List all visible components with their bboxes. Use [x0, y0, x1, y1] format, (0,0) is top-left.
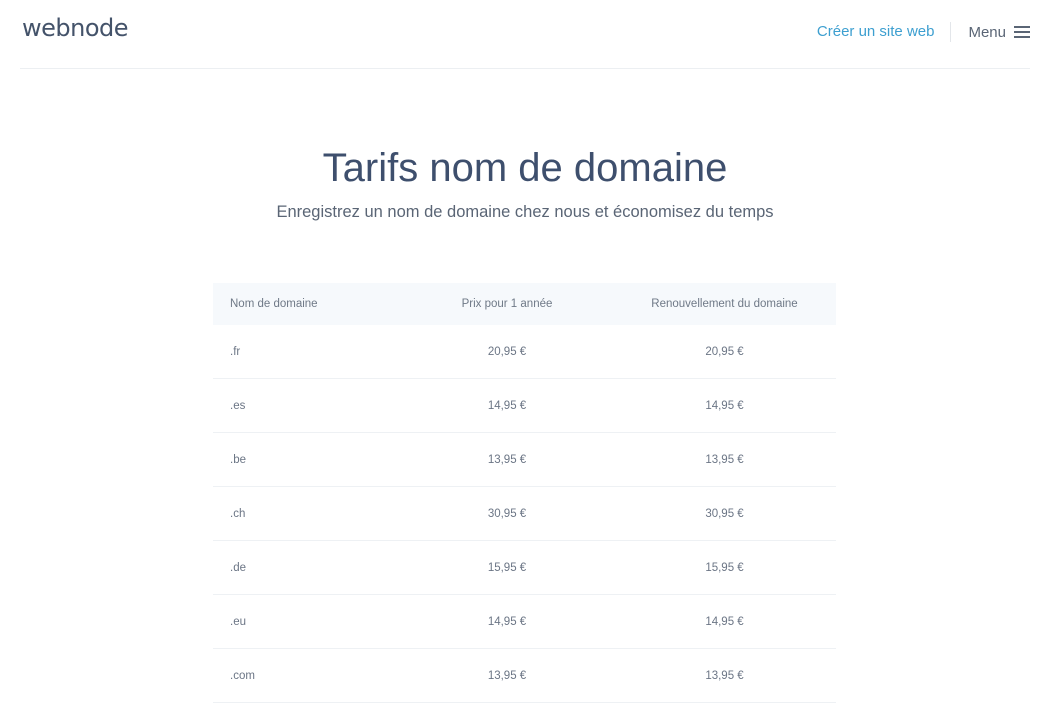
- renewal-cell: 14,95 €: [613, 594, 836, 649]
- menu-label: Menu: [968, 23, 1006, 41]
- domain-cell: .be: [213, 432, 401, 487]
- header-nav: Créer un site web Menu: [817, 22, 1030, 42]
- table-row: .es 14,95 €14,95 €: [213, 378, 836, 433]
- renewal-cell: 15,95 €: [613, 540, 836, 595]
- column-header-price: Prix pour 1 année: [401, 283, 613, 325]
- price-cell: 14,95 €: [401, 378, 613, 433]
- table-row: .com 13,95 €13,95 €: [213, 648, 836, 703]
- domain-pricing-table: Nom de domaine Prix pour 1 année Renouve…: [213, 283, 836, 703]
- hamburger-icon: [1014, 26, 1030, 38]
- table-row: .be 13,95 €13,95 €: [213, 432, 836, 487]
- price-cell: 20,95 €: [401, 325, 613, 379]
- price-cell: 30,95 €: [401, 486, 613, 541]
- price-cell: 15,95 €: [401, 540, 613, 595]
- renewal-cell: 13,95 €: [613, 648, 836, 703]
- renewal-cell: 14,95 €: [613, 378, 836, 433]
- price-cell: 13,95 €: [401, 432, 613, 487]
- table-row: .fr 20,95 €20,95 €: [213, 325, 836, 379]
- domain-cell: .ch: [213, 486, 401, 541]
- column-header-renewal: Renouvellement du domaine: [613, 283, 836, 325]
- renewal-cell: 20,95 €: [613, 325, 836, 379]
- table-row: .de 15,95 €15,95 €: [213, 540, 836, 595]
- site-header: webnode Créer un site web Menu: [20, 0, 1030, 69]
- domain-cell: .es: [213, 378, 401, 433]
- webnode-logo[interactable]: webnode: [22, 14, 129, 42]
- price-cell: 13,95 €: [401, 648, 613, 703]
- renewal-cell: 13,95 €: [613, 432, 836, 487]
- domain-cell: .fr: [213, 325, 401, 379]
- renewal-cell: 30,95 €: [613, 486, 836, 541]
- table-row: .ch 30,95 €30,95 €: [213, 486, 836, 541]
- domain-cell: .com: [213, 648, 401, 703]
- table-row: .eu 14,95 €14,95 €: [213, 594, 836, 649]
- table-header-row: Nom de domaine Prix pour 1 année Renouve…: [213, 283, 836, 325]
- menu-button[interactable]: Menu: [951, 24, 1030, 41]
- price-cell: 14,95 €: [401, 594, 613, 649]
- page-title: Tarifs nom de domaine: [322, 146, 728, 190]
- domain-cell: .eu: [213, 594, 401, 649]
- column-header-domain: Nom de domaine: [213, 283, 401, 325]
- page-subtitle: Enregistrez un nom de domaine chez nous …: [276, 203, 774, 221]
- domain-cell: .de: [213, 540, 401, 595]
- create-site-link[interactable]: Créer un site web: [817, 22, 952, 42]
